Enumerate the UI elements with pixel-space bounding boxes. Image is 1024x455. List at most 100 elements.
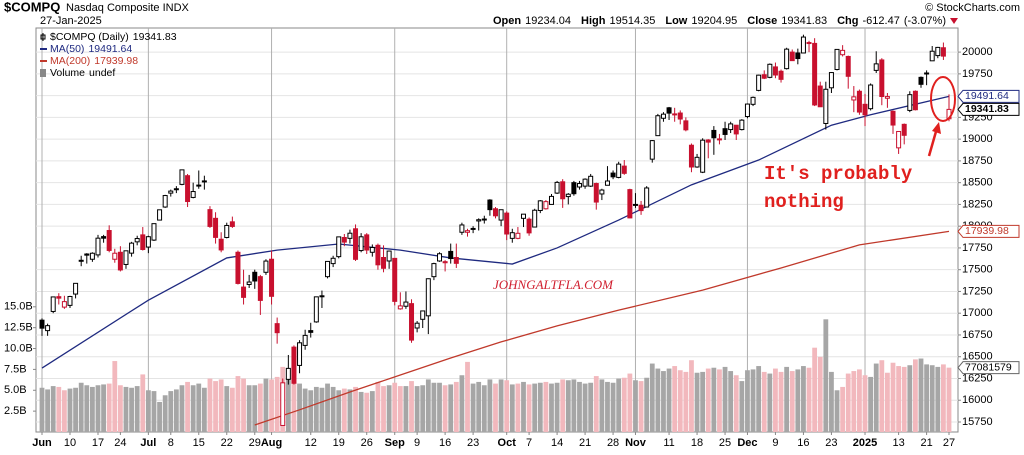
- value-box-label: 19341.83: [965, 103, 1009, 115]
- volume-bar: [778, 371, 784, 432]
- volume-bar: [694, 372, 700, 432]
- candle-body: [196, 184, 202, 187]
- date: 27-Jan-2025: [40, 15, 102, 27]
- candle-body: [526, 218, 532, 234]
- candle-body: [61, 301, 67, 308]
- legend-entry: MA(200) 17939.98: [50, 55, 138, 67]
- candle-body: [73, 282, 79, 295]
- legend-name: MA(50): [50, 43, 84, 55]
- volume-bar: [582, 383, 588, 432]
- candle-body: [806, 42, 812, 45]
- candle-body: [106, 230, 112, 251]
- candle-body: [386, 250, 392, 262]
- candle-body: [716, 138, 722, 141]
- volume-bar: [431, 382, 437, 432]
- value-box-label: 17939.98: [965, 225, 1009, 237]
- candle-body: [95, 237, 101, 256]
- candle-body: [733, 124, 739, 135]
- candle-body: [588, 175, 594, 187]
- volume-bar: [918, 358, 924, 432]
- candle-body: [459, 224, 465, 233]
- candle-body: [274, 323, 280, 334]
- highlight-circle: [930, 76, 956, 122]
- y-tick-label: 16250: [962, 372, 993, 384]
- candle-body: [795, 52, 801, 60]
- volume-bar: [330, 386, 336, 432]
- volume-bar: [173, 389, 179, 432]
- candle-body: [218, 238, 224, 251]
- volume-bar: [761, 371, 767, 432]
- x-tick-label: 11: [663, 437, 674, 449]
- volume-bar: [795, 369, 801, 432]
- volume-bar: [162, 395, 168, 432]
- candle-body: [403, 301, 409, 307]
- volume-bar: [101, 384, 106, 432]
- volume-bar: [459, 375, 465, 432]
- volume-bar: [246, 385, 252, 432]
- volume-bar: [750, 369, 756, 432]
- volume-bar: [448, 384, 454, 432]
- x-tick-label: Oct: [498, 437, 517, 449]
- y-tick-label: 17500: [962, 264, 993, 276]
- volume-bar: [112, 361, 118, 432]
- legend-name: $COMPQ (Daily): [50, 31, 129, 43]
- value-box-label: 19491.64: [965, 90, 1009, 102]
- volume-bar: [924, 364, 930, 432]
- candle-body: [756, 74, 762, 91]
- candle-body: [397, 305, 403, 310]
- volume-bar: [397, 386, 403, 432]
- volume-bar: [515, 383, 521, 432]
- volume-bar: [616, 378, 622, 432]
- candle-body: [476, 219, 482, 222]
- candle-body: [554, 181, 560, 194]
- candle-body: [229, 221, 235, 227]
- candle-body: [560, 181, 566, 200]
- candle-body: [912, 90, 918, 111]
- x-tick-label: 26: [361, 437, 373, 449]
- volume-bar: [229, 387, 235, 432]
- candle-body: [425, 278, 431, 317]
- volume-bar: [549, 383, 554, 432]
- candle-body: [297, 342, 303, 366]
- volume-bar: [873, 363, 879, 432]
- volume-bar: [168, 391, 174, 432]
- volume-tick-label: 10.0B: [4, 342, 33, 354]
- volume-bar: [420, 385, 426, 432]
- candle-body: [834, 48, 840, 71]
- candle-body: [532, 209, 538, 228]
- candle-body: [616, 163, 622, 178]
- candle-body: [599, 189, 605, 195]
- volume-tick-label: 5.0B: [4, 384, 27, 396]
- candle-body: [112, 252, 118, 260]
- candle-body: [728, 123, 734, 131]
- candle-body: [465, 230, 471, 233]
- volume-bar: [117, 385, 123, 432]
- volume-bar: [666, 368, 672, 432]
- candle-body: [39, 319, 45, 329]
- label-layer: 15750 16000 16250 16500 16750 17000 17250 17500…: [4, 46, 1020, 449]
- candle-body: [868, 84, 874, 110]
- candle-body: [414, 322, 420, 329]
- candle-body: [453, 257, 459, 264]
- x-tick-label: 28: [607, 437, 619, 449]
- volume-bar: [700, 371, 706, 432]
- volume-bar: [773, 368, 778, 432]
- candle-body: [879, 59, 885, 97]
- volume-bar: [733, 375, 739, 432]
- volume-bar: [78, 382, 84, 432]
- candle-body: [672, 113, 678, 116]
- candle-body: [207, 209, 213, 227]
- volume-bar: [425, 379, 431, 432]
- candle-body: [78, 259, 84, 262]
- volume-bar: [442, 385, 448, 432]
- volume-bar: [565, 380, 571, 432]
- volume-bar: [403, 386, 409, 432]
- volume-bar: [834, 390, 840, 432]
- candle-body: [123, 250, 129, 265]
- volume-bar: [56, 386, 62, 432]
- candle-body: [381, 257, 387, 269]
- candle-body: [442, 261, 448, 264]
- volume-bar: [907, 365, 913, 432]
- candle-body: [117, 251, 123, 271]
